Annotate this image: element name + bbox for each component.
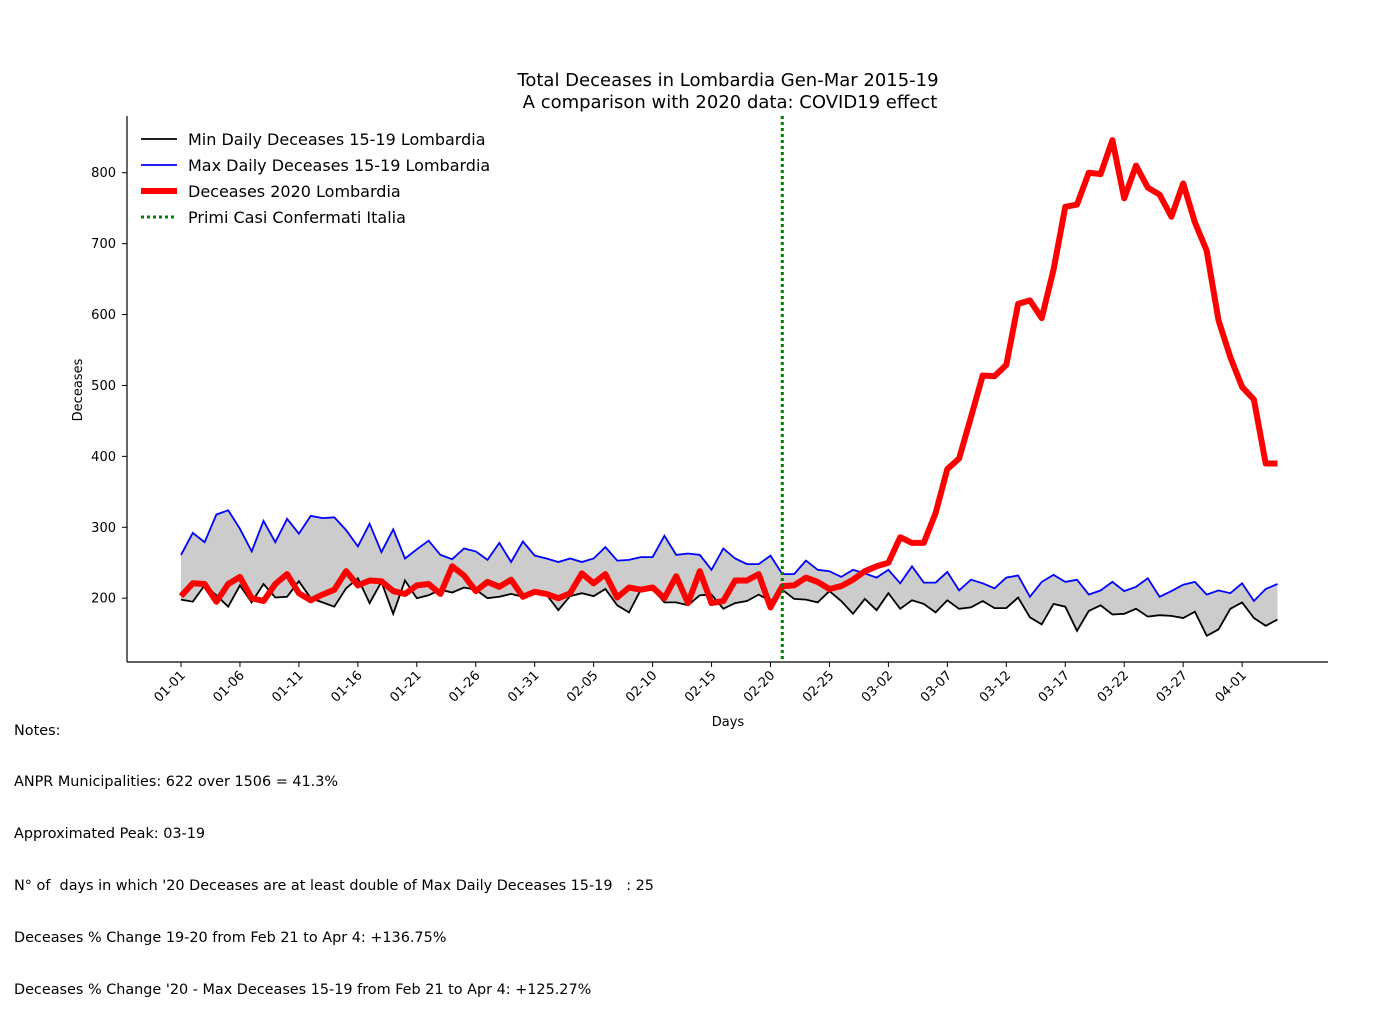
x-tick-label: 03-02 [859, 668, 896, 705]
notes-block: Notes: ANPR Municipalities: 622 over 150… [14, 688, 654, 1017]
plot-area [178, 116, 1278, 662]
chart-title-line-1: Total Deceases in Lombardia Gen-Mar 2015… [516, 70, 938, 91]
series-min-line [180, 576, 1278, 638]
series-2020-line [178, 137, 1278, 611]
note-change-max: Deceases % Change '20 - Max Deceases 15-… [14, 982, 592, 999]
x-tick-label: 03-07 [918, 668, 955, 705]
y-tick-label: 700 [91, 237, 116, 252]
y-tick-label: 200 [91, 592, 116, 607]
legend-label-marker: Primi Casi Confermati Italia [188, 208, 406, 227]
series-max-line [180, 509, 1278, 603]
x-tick-label: 03-17 [1036, 668, 1073, 705]
x-tick-label: 02-20 [741, 668, 778, 705]
y-axis-label: Deceases [71, 358, 86, 421]
note-municipalities: ANPR Municipalities: 622 over 1506 = 41.… [14, 774, 339, 791]
x-tick-label: 03-12 [977, 668, 1014, 705]
x-axis-label: Days [712, 715, 745, 730]
y-tick-label: 300 [91, 521, 116, 536]
x-tick-label: 03-27 [1154, 668, 1191, 705]
x-tick-label: 03-22 [1095, 668, 1132, 705]
y-axis-ticks: 200 300 400 500 600 700 800 [91, 166, 127, 607]
legend-label-2020: Deceases 2020 Lombardia [188, 182, 401, 201]
legend-label-min: Min Daily Deceases 15-19 Lombardia [188, 130, 486, 149]
y-tick-label: 500 [91, 379, 116, 394]
min-max-band [181, 510, 1278, 636]
y-tick-label: 400 [91, 450, 116, 465]
x-tick-label: 04-01 [1213, 668, 1250, 705]
x-tick-label: 02-25 [800, 668, 837, 705]
legend-label-max: Max Daily Deceases 15-19 Lombardia [188, 156, 490, 175]
y-tick-label: 800 [91, 166, 116, 181]
chart-title-line-2: A comparison with 2020 data: COVID19 eff… [523, 92, 938, 113]
note-change-19-20: Deceases % Change 19-20 from Feb 21 to A… [14, 930, 447, 947]
x-tick-label: 02-15 [682, 668, 719, 705]
note-peak: Approximated Peak: 03-19 [14, 826, 206, 843]
chart: Total Deceases in Lombardia Gen-Mar 2015… [71, 70, 1328, 730]
y-tick-label: 600 [91, 308, 116, 323]
note-double-days: N° of days in which '20 Deceases are at … [14, 878, 654, 895]
notes-heading: Notes: [14, 722, 61, 739]
legend: Min Daily Deceases 15-19 Lombardia Max D… [141, 130, 490, 227]
